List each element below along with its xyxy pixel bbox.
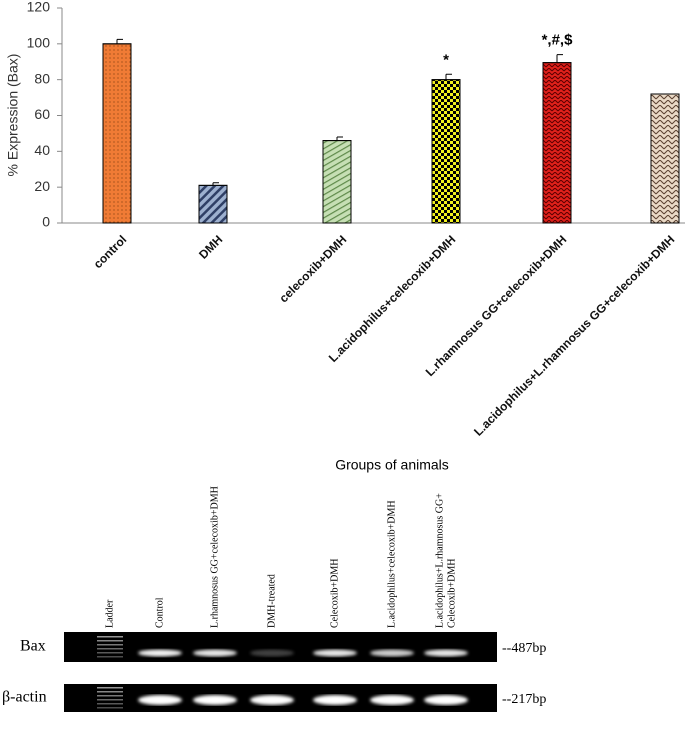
ladder-band [97, 687, 123, 689]
band [424, 649, 468, 657]
ladder-band [97, 707, 123, 709]
x-tick-label: L.acidophilus+L.rhamnosus GG+celecoxib+D… [471, 232, 677, 438]
x-tick-label: control [91, 232, 130, 271]
lane-label: Celecoxib+DMH [329, 558, 340, 628]
y-tick-label: 100 [27, 35, 51, 51]
x-tick-label: L.acidophilus+celecoxib+DMH [326, 232, 459, 365]
band [193, 649, 237, 657]
bar-texture [198, 184, 228, 224]
band [313, 649, 357, 657]
band [250, 695, 294, 705]
y-axis-label: % Expression (Bax) [5, 54, 21, 177]
lane-label: L.acidophilus+L.rhamnosus GG+ [434, 493, 445, 628]
gel-row [64, 632, 497, 662]
x-tick-label: DMH [196, 232, 225, 261]
ladder-band [97, 656, 123, 658]
gel-image [64, 632, 497, 712]
error-bar [336, 136, 343, 141]
y-tick-label: 0 [42, 214, 50, 230]
lane-label: Celecoxib+DMH [446, 558, 457, 628]
row-label: Bax [20, 638, 46, 655]
lane-label: Control [154, 597, 165, 628]
significance-label: * [443, 51, 449, 68]
bar-texture [322, 140, 352, 224]
x-tick-label: celecoxib+DMH [276, 232, 349, 305]
y-tick-label: 120 [27, 0, 51, 15]
y-tick-label: 80 [34, 70, 50, 86]
row-label: β-actin [2, 689, 47, 706]
bar-texture [542, 62, 572, 224]
error-bar [116, 38, 123, 44]
bar-texture [431, 79, 461, 224]
ladder-band [97, 703, 123, 705]
ladder-band [97, 695, 123, 697]
x-axis-label: Groups of animals [335, 457, 449, 473]
lane-label: L.acidophilus+celecoxib+DMH [386, 500, 397, 628]
band [250, 649, 294, 657]
band [313, 695, 357, 705]
ladder-band [97, 640, 123, 642]
band-size: --217bp [502, 692, 546, 707]
error-bar [445, 73, 452, 80]
bar-texture [102, 43, 132, 224]
band [370, 695, 414, 705]
ladder-band [97, 644, 123, 646]
ladder-band [97, 652, 123, 654]
y-tick-label: 20 [34, 178, 50, 194]
band [370, 649, 414, 657]
error-bar [212, 182, 219, 186]
lane-label: DMH-treated [266, 574, 277, 628]
significance-label: *,#,$ [542, 32, 574, 49]
ladder-band [97, 648, 123, 650]
ladder-band [97, 699, 123, 701]
y-tick-label: 40 [34, 142, 50, 158]
band [138, 695, 182, 705]
lane-label: Ladder [104, 599, 115, 628]
band [138, 649, 182, 657]
ladder-band [97, 691, 123, 693]
band-size: --487bp [502, 641, 546, 656]
ladder-band [97, 636, 123, 638]
band [193, 695, 237, 705]
lane-label: L.rhamnosus GG+celecoxib+DMH [209, 486, 220, 628]
error-bar [556, 54, 563, 63]
band [424, 695, 468, 705]
y-tick-label: 60 [34, 106, 50, 122]
bar-texture [650, 93, 680, 224]
